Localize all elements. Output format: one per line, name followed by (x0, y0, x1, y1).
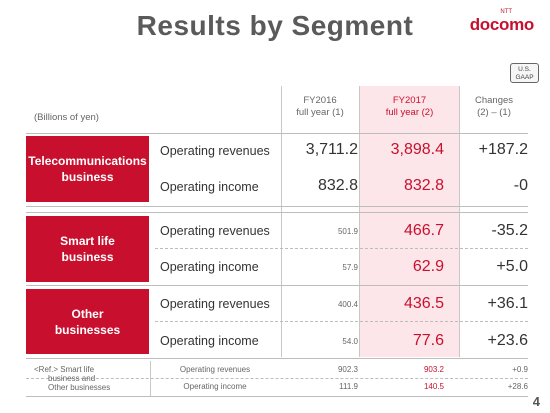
col-header-changes: Changes (2) – (1) (460, 95, 528, 119)
value-fy2017: 436.5 (403, 295, 444, 312)
logo-ntt-text: NTT (500, 9, 512, 15)
reference-value-fy2017: 140.5 (423, 382, 444, 391)
page-number: 4 (532, 394, 540, 409)
row-label: Operating income (160, 260, 259, 274)
value-change: +5.0 (496, 258, 528, 275)
reference-value-fy2016: 902.3 (337, 365, 358, 374)
docomo-logo: NTT docomo (469, 9, 535, 34)
column-divider (281, 86, 282, 357)
row-label: Operating revenues (160, 297, 270, 311)
value-change: +36.1 (487, 295, 528, 312)
table-bottom-rule (26, 396, 528, 397)
col-header-fy2016-line1: FY2016 (303, 95, 337, 106)
reference-row-label: Operating revenues (179, 365, 251, 374)
value-change: +23.6 (487, 332, 528, 349)
value-fy2016: 57.9 (342, 263, 358, 272)
badge-line2: GAAP (515, 74, 534, 81)
reference-value-change: +28.6 (507, 382, 528, 391)
column-divider (459, 86, 460, 357)
col-header-fy2016: FY2016 full year (1) (282, 95, 358, 119)
value-fy2016: 501.9 (337, 227, 358, 236)
value-fy2017: 3,898.4 (390, 141, 444, 158)
reference-value-change: +0.9 (512, 365, 528, 374)
value-change: +187.2 (478, 141, 528, 158)
reference-value-fy2017: 903.2 (423, 365, 444, 374)
column-divider (359, 86, 360, 357)
value-fy2016: 3,711.2 (305, 141, 358, 158)
reference-row-label: Operating income (183, 382, 247, 391)
section-rule (26, 206, 528, 207)
value-fy2017: 62.9 (412, 258, 444, 275)
value-fy2017: 832.8 (403, 177, 444, 194)
col-header-fy2016-line2: full year (1) (296, 107, 344, 118)
value-fy2016: 54.0 (342, 337, 358, 346)
reference-label-line2: business and (48, 374, 96, 383)
value-fy2017: 77.6 (412, 332, 444, 349)
row-label: Operating revenues (160, 144, 270, 158)
fy2017-column-highlight (360, 86, 459, 357)
units-label: (Billions of yen) (34, 112, 99, 123)
section-rule (26, 212, 528, 213)
row-label: Operating income (160, 334, 259, 348)
us-gaap-badge: U.S. GAAP (510, 63, 539, 83)
reference-value-fy2016: 111.9 (339, 382, 358, 391)
value-fy2016: 400.4 (337, 300, 358, 309)
value-change: -0 (513, 177, 528, 194)
row-label: Operating income (160, 180, 259, 194)
logo-brand-text: docomo (469, 15, 535, 34)
col-header-fy2017-line2: full year (2) (385, 107, 434, 118)
value-change: -35.2 (491, 222, 528, 239)
section-rule (26, 358, 528, 359)
row-label: Operating revenues (160, 224, 270, 238)
badge-line1: U.S. (518, 66, 531, 73)
page-title: Results by Segment (136, 10, 414, 41)
row-rule (155, 321, 528, 322)
row-rule (26, 378, 528, 379)
col-header-fy2017-line1: FY2017 (392, 95, 427, 106)
value-fy2016: 832.8 (317, 177, 358, 194)
col-header-changes-line2: (2) – (1) (477, 107, 511, 118)
reference-label-line3: Other businesses (48, 383, 111, 392)
row-rule (155, 248, 528, 249)
segment-label-other: Other businesses (26, 289, 149, 354)
value-fy2017: 466.7 (403, 222, 444, 239)
header-rule (26, 133, 528, 134)
col-header-changes-line1: Changes (474, 95, 514, 106)
segment-label-telecommunications: Telecommunications business (26, 136, 149, 202)
reference-label-line1: <Ref.> Smart life (34, 365, 95, 374)
section-rule (26, 285, 528, 286)
col-header-fy2017: FY2017 full year (2) (360, 95, 459, 119)
reference-label: <Ref.> Smart life business and Other bus… (34, 365, 110, 392)
segment-label-smart-life: Smart life business (26, 216, 149, 282)
